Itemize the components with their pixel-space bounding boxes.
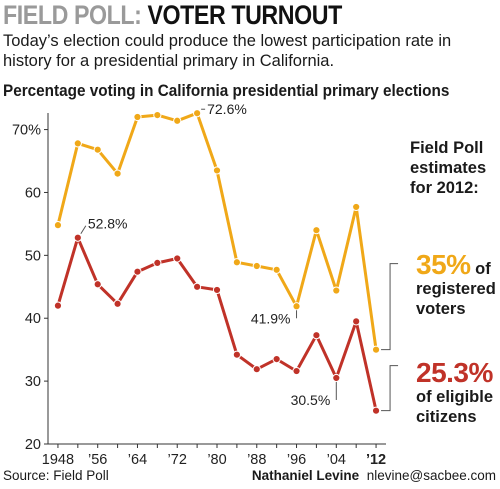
annotation-leader [80,225,87,235]
x-tick-label: ’56 [88,452,107,468]
registered-estimate: 35% of registered voters [416,251,500,319]
headline: FIELD POLL: VOTER TURNOUT [3,0,342,31]
registered-label: registered voters [416,280,496,318]
data-point [173,254,182,263]
data-point [53,301,63,310]
headline-title: VOTER TURNOUT [147,0,342,30]
data-point [312,226,321,235]
data-label: 52.8% [88,216,128,232]
data-point [371,345,381,354]
data-point [212,166,222,175]
registered-value: 35% [416,249,471,280]
x-tick-label: 1948 [42,452,74,468]
data-point [272,265,281,274]
y-tick-label: 50 [25,248,41,264]
data-point [352,202,361,212]
x-tick-label: ’04 [327,452,346,468]
eligible-label: citizens [416,408,477,426]
data-point [153,111,162,120]
data-point [113,299,122,308]
eligible-connector [381,365,399,412]
subheadline: Today’s election could produce the lowes… [3,32,452,70]
x-tick-label: ’72 [168,452,187,468]
data-point [193,282,202,291]
data-point [292,302,301,311]
data-point [272,355,281,364]
data-point [332,373,341,383]
headline-kicker: FIELD POLL: [3,0,142,30]
x-tick-label: ’80 [207,452,226,468]
eligible-suffix: of eligible [416,388,494,406]
data-point [232,258,241,267]
y-tick-label: 60 [25,185,41,201]
data-point [193,109,202,118]
data-point [53,221,63,230]
author-email: nlevine@sacbee.com [366,468,496,483]
eligible-value: 25.3% [416,357,493,388]
data-label: 41.9% [251,310,291,326]
registered-connector [381,263,399,351]
data-point [93,145,102,154]
data-point [212,285,222,295]
data-point [153,258,162,267]
data-point [252,261,261,271]
chart-title: Percentage voting in California presiden… [3,81,450,100]
x-tick-label: ’64 [128,452,147,468]
data-point [133,112,142,122]
source-credit: Source: Field Poll [3,468,109,483]
data-label: 72.6% [207,101,247,117]
x-tick-label: ’96 [287,452,306,468]
data-point [133,267,142,276]
data-point [73,139,82,148]
data-point [371,406,381,415]
y-tick-label: 70% [12,123,41,139]
author-credit: Nathaniel Levine nlevine@sacbee.com [252,468,496,483]
data-point [73,233,82,242]
data-point [352,317,361,326]
data-point [252,365,261,374]
author-name: Nathaniel Levine [251,468,360,483]
data-label: 30.5% [291,392,331,408]
registered-suffix: of [475,260,491,278]
eligible-estimate: 25.3% of eligible citizens [416,359,500,427]
y-tick-label: 40 [25,311,41,327]
data-point [93,280,102,289]
y-tick-label: 30 [25,374,41,390]
data-point [113,169,122,178]
estimates-heading: Field Poll estimates for 2012: [410,139,487,197]
x-tick-label: ’88 [247,452,266,468]
y-tick-label: 20 [25,437,41,453]
data-point [173,116,182,125]
data-point [232,350,241,359]
data-point [332,286,341,295]
x-tick-label: ’12 [366,452,386,468]
data-point [292,366,301,376]
data-point [312,331,321,340]
